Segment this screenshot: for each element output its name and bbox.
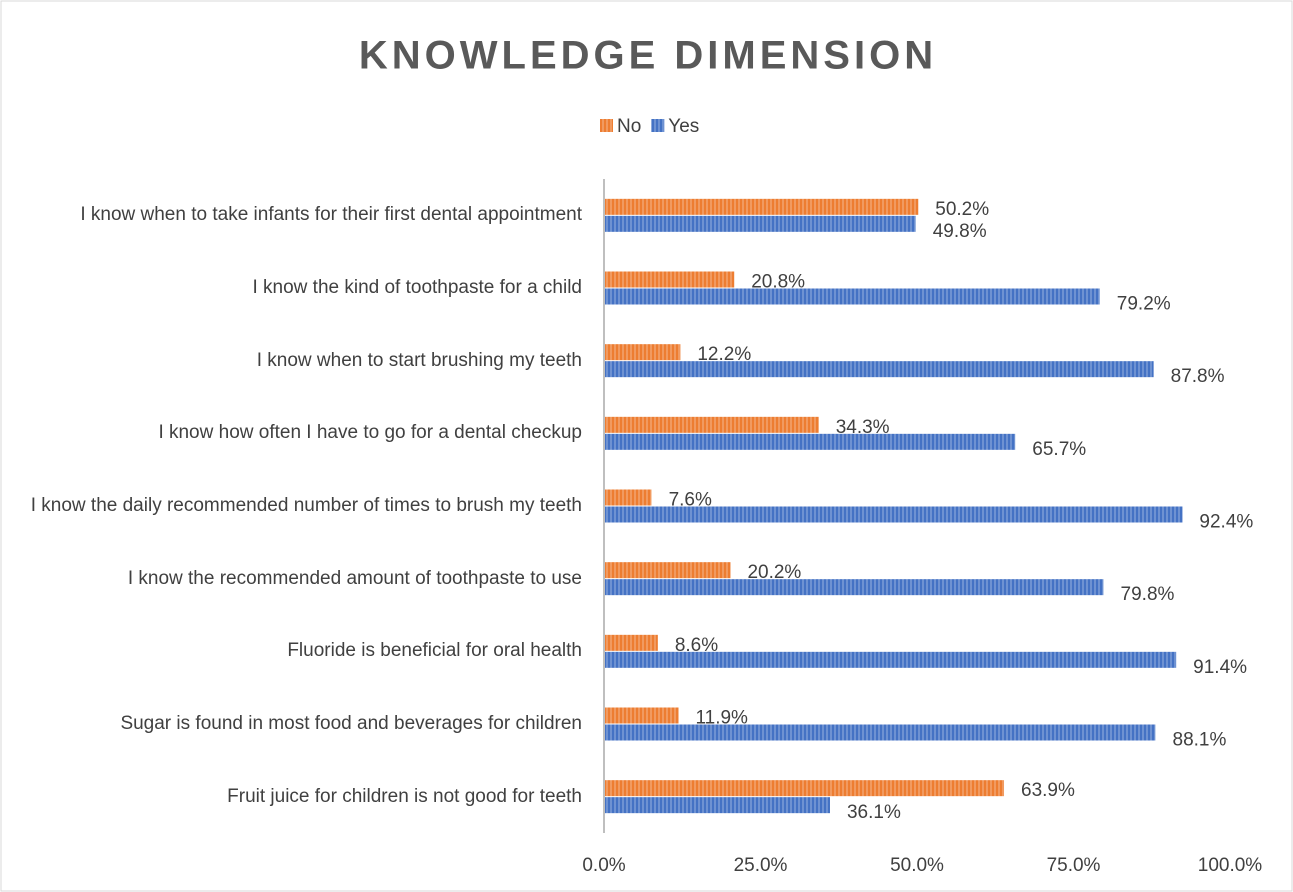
data-label: 7.6% — [669, 490, 712, 511]
bar — [604, 651, 1177, 668]
legend-swatch — [600, 119, 613, 132]
x-tick-label: 75.0% — [1047, 855, 1101, 876]
bar — [604, 271, 735, 288]
bar — [604, 361, 1154, 378]
data-label: 88.1% — [1173, 730, 1227, 751]
data-label: 20.2% — [747, 562, 801, 583]
data-label: 63.9% — [1021, 780, 1075, 801]
bar — [604, 344, 681, 361]
data-label: 11.9% — [695, 708, 748, 729]
bar — [604, 433, 1016, 450]
x-tick-label: 100.0% — [1198, 855, 1263, 876]
bar — [604, 506, 1183, 523]
category-label: Sugar is found in most food and beverage… — [120, 712, 582, 734]
bar — [604, 489, 652, 506]
category-label: I know the recommended amount of toothpa… — [127, 567, 582, 589]
data-label: 20.8% — [751, 272, 805, 293]
category-label: I know when to start brushing my teeth — [256, 349, 582, 371]
category-label: I know the daily recommended number of t… — [30, 494, 582, 516]
data-label: 91.4% — [1193, 657, 1247, 678]
data-label: 8.6% — [675, 635, 718, 656]
bar — [604, 634, 658, 651]
bar — [604, 797, 830, 814]
bar — [604, 288, 1100, 305]
data-label: 36.1% — [847, 802, 901, 823]
legend-label: Yes — [668, 116, 699, 137]
data-label: 12.2% — [697, 344, 751, 365]
bar — [604, 562, 731, 579]
bar — [604, 707, 679, 724]
x-tick-label: 50.0% — [890, 855, 944, 876]
x-tick-label: 0.0% — [582, 855, 625, 876]
category-label: I know when to take infants for their fi… — [80, 204, 582, 226]
bar — [604, 215, 916, 232]
chart-title: KNOWLEDGE DIMENSION — [359, 34, 937, 78]
legend-swatch — [651, 119, 665, 132]
data-label: 79.2% — [1117, 294, 1171, 315]
bar — [604, 724, 1156, 741]
bar — [604, 416, 819, 433]
data-label: 92.4% — [1199, 512, 1253, 533]
bar — [604, 198, 919, 215]
category-label: Fruit juice for children is not good for… — [227, 785, 582, 807]
data-label: 65.7% — [1032, 439, 1086, 460]
bar — [604, 780, 1005, 797]
data-label: 87.8% — [1171, 366, 1225, 387]
bar — [604, 579, 1104, 596]
category-label: I know the kind of toothpaste for a chil… — [252, 276, 582, 298]
legend-label: No — [617, 116, 641, 137]
data-label: 50.2% — [935, 199, 989, 220]
x-tick-label: 25.0% — [734, 855, 788, 876]
data-label: 34.3% — [836, 417, 890, 438]
category-label: Fluoride is beneficial for oral health — [287, 640, 582, 662]
category-label: I know how often I have to go for a dent… — [158, 422, 582, 444]
data-label: 49.8% — [933, 221, 987, 242]
data-label: 79.8% — [1121, 584, 1175, 605]
